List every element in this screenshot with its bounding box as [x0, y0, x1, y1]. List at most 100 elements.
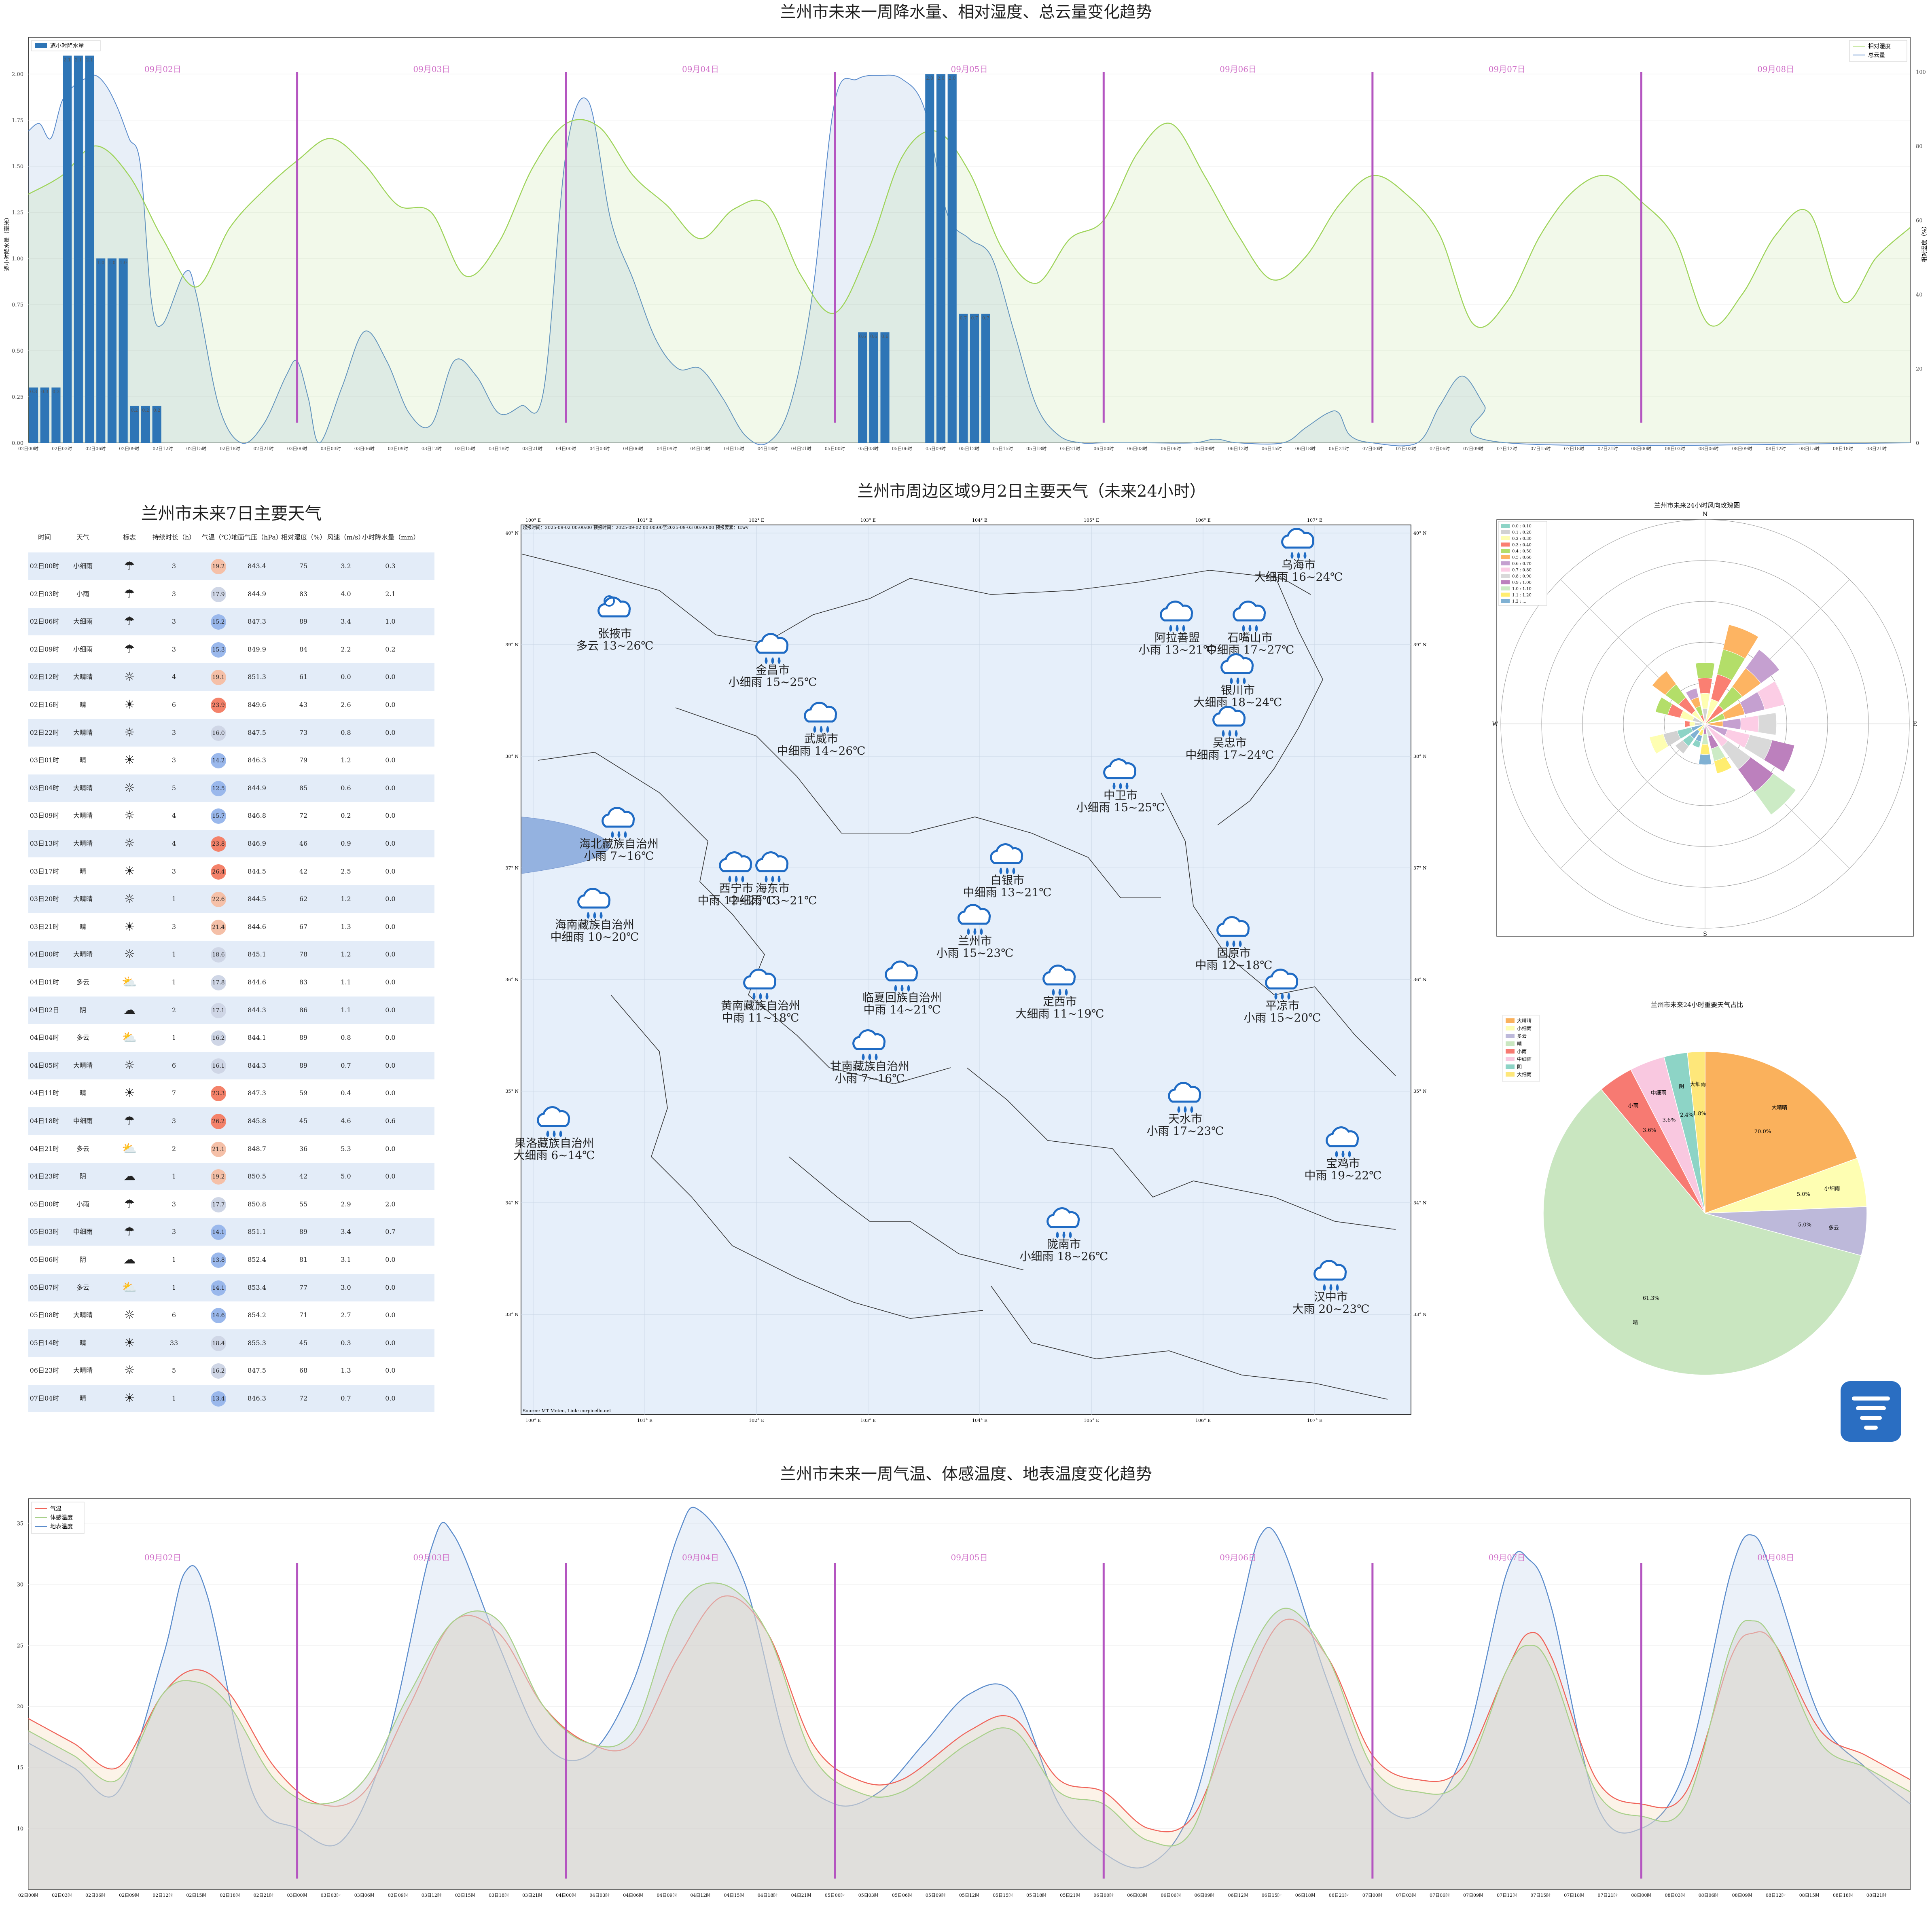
raindrop-icon — [1228, 730, 1231, 737]
y-tick: 10 — [17, 1826, 23, 1832]
raindrop-icon — [1274, 993, 1277, 1000]
precip-bar — [51, 387, 61, 443]
table-cell: 晴 — [79, 867, 86, 875]
day-label: 09月07日 — [1489, 1553, 1525, 1562]
raindrop-icon — [1230, 677, 1233, 685]
x-tick: 08日00时 — [1631, 446, 1651, 451]
rain-icon — [1042, 965, 1076, 986]
partly-icon: ☼ — [124, 1308, 135, 1322]
temperature-value: 17.7 — [211, 1197, 226, 1212]
table-cell: 02日03时 — [30, 590, 59, 598]
series-line — [28, 1582, 1911, 1847]
lon-tick: 102° E — [749, 1418, 764, 1423]
table-cell: 05日00时 — [30, 1200, 59, 1208]
pie-slice-label: 阴 — [1679, 1083, 1684, 1090]
x-tick: 06日03时 — [1127, 1893, 1147, 1898]
day-label: 09月08日 — [1757, 64, 1794, 74]
pie-legend-swatch — [1506, 1072, 1515, 1077]
x-tick: 08日12时 — [1766, 446, 1786, 451]
table-row: 03日13时 大晴晴 ☼ 4 23.8 846.9 46 0.9 0.0 — [28, 830, 434, 857]
rain-icon: ☂ — [124, 1197, 135, 1211]
table-cell: 85 — [299, 784, 308, 792]
table-cell: 846.8 — [248, 812, 266, 820]
table-cell: 04日23时 — [30, 1172, 59, 1181]
y-right-tick: 80 — [1916, 144, 1923, 150]
raindrop-icon — [1222, 730, 1225, 737]
precip-humidity-cloud-chart: 0.00 0.25 0.50 0.75 1.00 1.25 1.50 1.75 2.00 0 20 4… — [4, 37, 1928, 451]
humidity-area — [28, 119, 1910, 443]
temperature-value: 26.2 — [211, 1114, 226, 1129]
raindrop-icon — [1297, 552, 1300, 559]
pie-slice-label: 中细雨 — [1651, 1090, 1667, 1096]
table-cell: 846.3 — [248, 1394, 266, 1402]
table-cell: 1 — [172, 895, 176, 903]
x-tick: 05日18时 — [1026, 446, 1046, 451]
table-cell: 848.7 — [248, 1145, 266, 1153]
temperature-value: 12.5 — [211, 781, 226, 796]
border-line — [1217, 574, 1323, 825]
temperature-value: 22.6 — [211, 892, 226, 908]
table-cell: 844.1 — [248, 1034, 266, 1042]
x-tick: 07日03时 — [1396, 446, 1416, 451]
x-tick: 04日00时 — [556, 446, 576, 451]
lat-tick: 40° N — [506, 531, 519, 536]
table-cell: 0.0 — [385, 1145, 396, 1153]
city-name: 甘南藏族自治州 — [830, 1060, 909, 1073]
border-line — [610, 994, 983, 1319]
table-cell: 3 — [172, 728, 176, 736]
table-row: 06日23时 大晴晴 ☼ 5 16.2 847.5 68 1.3 0.0 — [28, 1357, 434, 1384]
table-cell: 多云 — [76, 1283, 89, 1291]
raindrop-icon — [765, 993, 769, 1000]
table-cell: 03日01时 — [30, 756, 59, 764]
y-left-tick: 1.00 — [12, 256, 23, 262]
table-cell: 847.5 — [248, 728, 266, 736]
x-tick: 03日06时 — [354, 1893, 375, 1898]
x-tick: 02日15时 — [186, 446, 206, 451]
table-cell: 阴 — [79, 1256, 86, 1263]
raindrop-icon — [559, 1130, 562, 1138]
table-cell: 0.6 — [341, 784, 351, 792]
table-cell: 3 — [172, 756, 176, 764]
rain-icon: ☂ — [124, 586, 135, 601]
table-cell: 1.1 — [341, 978, 351, 986]
border-line — [538, 752, 951, 1084]
partly-icon: ☼ — [124, 781, 135, 795]
table-cell: 3 — [172, 618, 176, 626]
temperature-value: 23.3 — [211, 1086, 226, 1102]
city-name: 西宁市 — [719, 882, 753, 895]
table-cell: 845.8 — [248, 1117, 266, 1125]
table-cell: 6 — [172, 701, 176, 709]
table-cell: 0.0 — [385, 673, 396, 681]
rose-legend-text: 1.1 : 1.20 — [1512, 593, 1532, 598]
cloudy-icon: ⛅ — [122, 975, 137, 989]
weather-pie-chart: 兰州市未来24小时重要天气占比 20.0% 大晴晴 5.0% 小细雨 5.0% 多云 61.3… — [1502, 1001, 1867, 1375]
rose-petal — [1705, 713, 1725, 724]
sun-icon: ☀ — [124, 698, 135, 712]
table-cell: 89 — [299, 1061, 308, 1069]
temperature-cell: 26.2 — [200, 1107, 237, 1135]
table-cell: 1 — [172, 978, 176, 986]
pie-slice — [1705, 1051, 1858, 1214]
lat-tick: 35° N — [1413, 1089, 1427, 1094]
temperature-value: 16.2 — [211, 1030, 226, 1046]
precip-label: 0.2 — [153, 408, 161, 413]
precip-label: 0.6 — [881, 334, 889, 339]
table-cell: 0.7 — [341, 1394, 351, 1402]
raindrop-icon — [1226, 940, 1229, 948]
cloud-area — [28, 75, 1910, 446]
cloudy-icon: ⛅ — [122, 1280, 137, 1295]
pie-legend-text: 中细雨 — [1517, 1056, 1532, 1062]
table-cell: 1.2 — [341, 895, 351, 903]
raindrop-icon — [600, 912, 603, 919]
app-logo-icon[interactable] — [1841, 1381, 1901, 1442]
rain-icon — [1168, 1082, 1201, 1103]
y-left-tick: 0.75 — [12, 302, 23, 308]
temperature-cell: 17.8 — [200, 969, 237, 996]
y-left-tick: 1.25 — [12, 210, 23, 216]
table-row: 03日01时 晴 ☀ 3 14.2 846.3 79 1.2 0.0 — [28, 747, 434, 774]
